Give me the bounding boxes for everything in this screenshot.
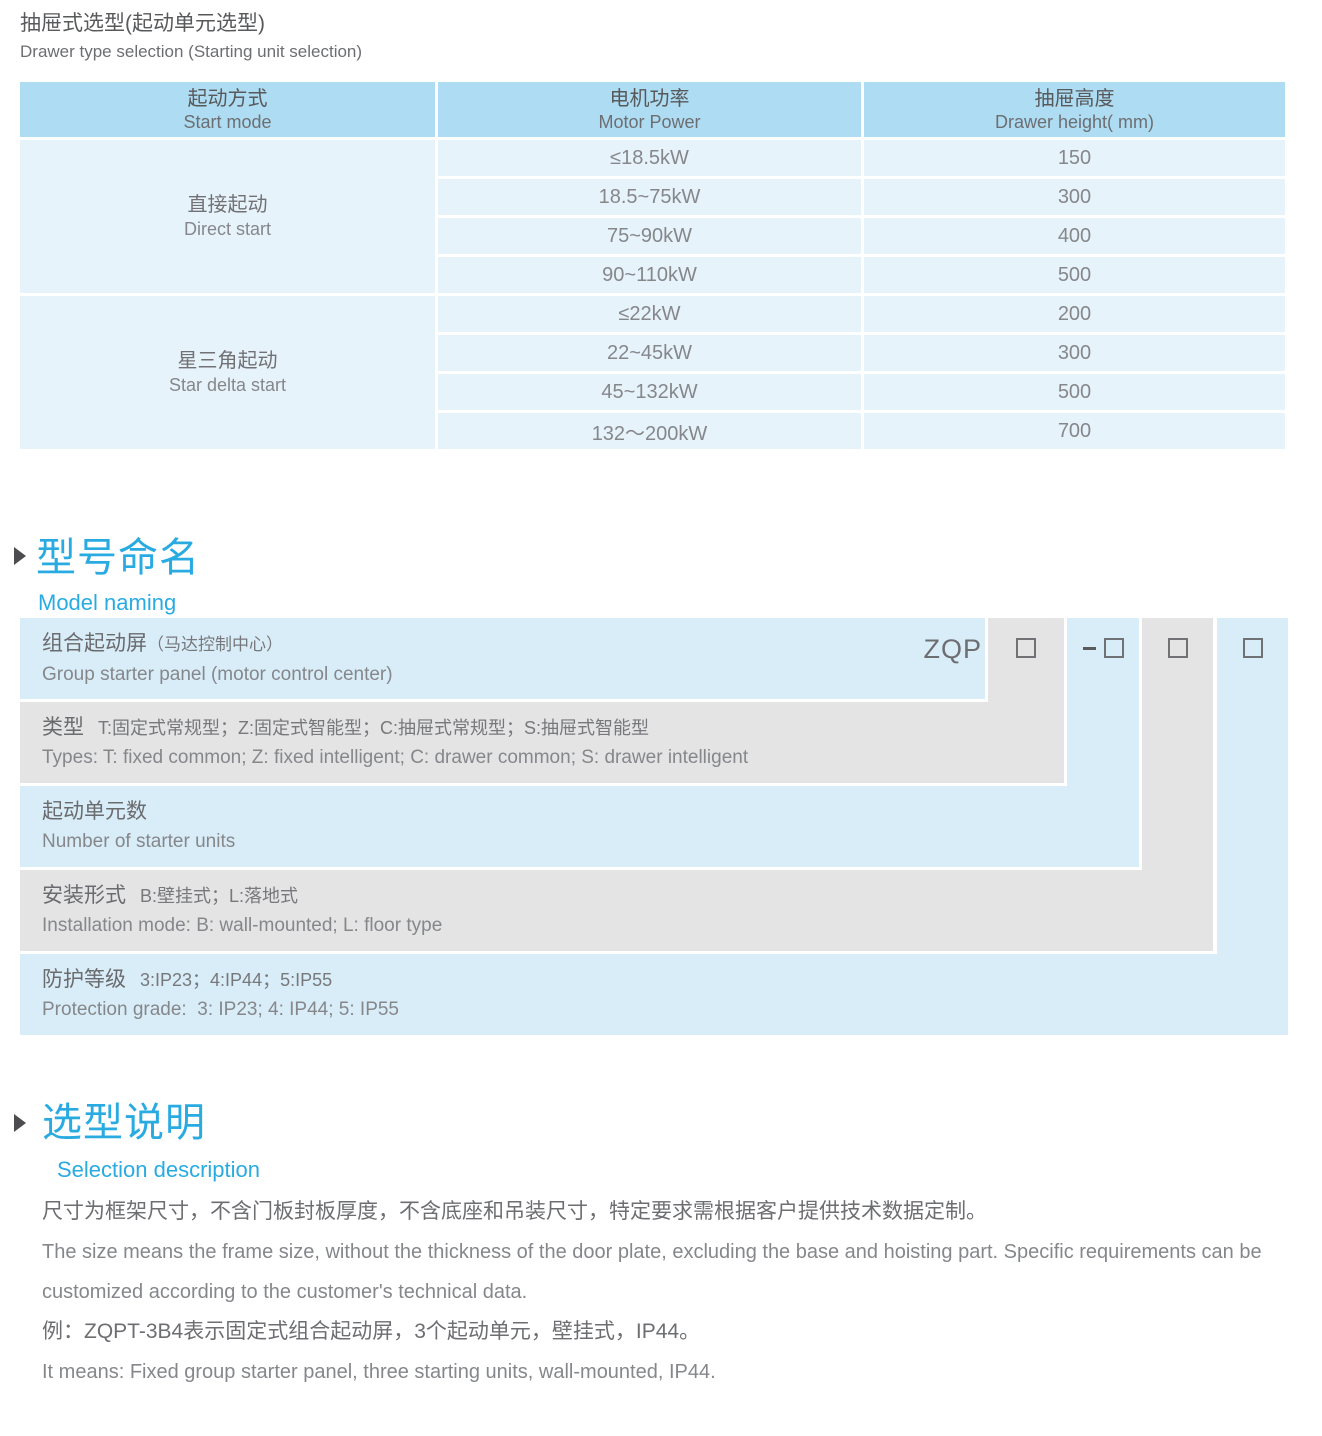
- model-naming-heading-zh: 型号命名: [36, 536, 200, 580]
- power-cell: ≤22kW: [438, 296, 861, 332]
- naming-row-en: Installation mode: B: wall-mounted; L: f…: [42, 915, 443, 936]
- model-code-prefix: ZQP: [923, 634, 982, 664]
- table-row: ≤18.5kW 150: [438, 140, 1285, 176]
- table-group-rows: ≤18.5kW 150 18.5~75kW 300 75~90kW 400 90~110kW…: [438, 140, 1285, 293]
- selection-description-heading: 选型说明 Selection description: [14, 1100, 260, 1184]
- power-cell: 132～200kW: [438, 413, 861, 449]
- power-cell: 45~132kW: [438, 374, 861, 410]
- naming-row: 防护等级 3:IP23；4:IP44；5:IP55 Protection grade…: [20, 954, 1288, 1035]
- naming-row-zh: 防护等级 3:IP23；4:IP44；5:IP55: [42, 967, 1288, 993]
- naming-code-column: [988, 618, 1064, 783]
- height-cell: 150: [864, 140, 1285, 176]
- naming-row-en: Protection grade: 3: IP23; 4: IP44; 5: I…: [42, 999, 400, 1020]
- table-group: 星三角起动 Star delta start ≤22kW 200 22~45kW 300 4…: [20, 296, 1285, 449]
- start-mode-cell: 星三角起动 Star delta start: [20, 296, 435, 449]
- code-placeholder-box-icon: [1242, 638, 1263, 658]
- power-cell: 75~90kW: [438, 218, 861, 254]
- header-label-zh: 抽屉高度: [1034, 87, 1115, 110]
- table-row: 75~90kW 400: [438, 218, 1285, 254]
- description-line: 例：ZQPT-3B4表示固定式组合起动屏，3个起动单元，壁挂式，IP44。: [42, 1320, 701, 1343]
- table-group: 直接起动 Direct start ≤18.5kW 150 18.5~75kW 300 75…: [20, 140, 1285, 293]
- naming-row-en: Types: T: fixed common; Z: fixed intelli…: [42, 747, 749, 768]
- naming-row: 安装形式 B:壁挂式；L:落地式 Installation mode: B: wal…: [20, 870, 1213, 951]
- selection-description-heading-en: Selection description: [57, 1157, 261, 1182]
- doc-title: 抽屉式选型(起动单元选型) Drawer type selection (Sta…: [20, 10, 362, 64]
- table-group-rows: ≤22kW 200 22~45kW 300 45~132kW 500 132～200kW 70…: [438, 296, 1285, 449]
- naming-row-zh: 安装形式 B:壁挂式；L:落地式: [42, 883, 1213, 909]
- description-line: It means: Fixed group starter panel, thr…: [42, 1361, 716, 1383]
- start-mode-en: Direct start: [183, 219, 271, 239]
- table-row: 22~45kW 300: [438, 335, 1285, 371]
- naming-code-column: [1067, 618, 1139, 867]
- height-cell: 500: [864, 374, 1285, 410]
- header-label-en: Start mode: [183, 111, 272, 132]
- naming-label-zh: 组合起动屏: [42, 631, 147, 655]
- naming-row-en: Number of starter units: [42, 831, 236, 852]
- table-header-cell: 起动方式 Start mode: [20, 82, 435, 137]
- height-cell: 700: [864, 413, 1285, 449]
- naming-row: 起动单元数 Number of starter units: [20, 786, 1139, 867]
- description-line: The size means the frame size, without t…: [42, 1241, 1262, 1303]
- selection-description-text: 尺寸为框架尺寸，不含门板封板厚度，不含底座和吊装尺寸，特定要求需根据客户提供技术…: [42, 1192, 1294, 1392]
- model-naming-heading-en: Model naming: [38, 590, 177, 615]
- code-placeholder-box-icon: [1103, 638, 1124, 658]
- start-mode-zh: 直接起动: [187, 194, 268, 216]
- section-arrow-icon: [14, 1114, 26, 1132]
- code-placeholder-box-icon: [1016, 638, 1036, 658]
- naming-label-zh-sub: （马达控制中心）: [147, 634, 283, 654]
- table-row: 45~132kW 500: [438, 374, 1285, 410]
- height-cell: 300: [864, 335, 1285, 371]
- naming-row-en: Group starter panel (motor control cente…: [42, 663, 393, 685]
- header-label-zh: 电机功率: [609, 87, 690, 110]
- selection-table-body: 直接起动 Direct start ≤18.5kW 150 18.5~75kW 300 75…: [20, 140, 1285, 449]
- model-naming-heading: 型号命名 Model naming: [14, 535, 200, 617]
- naming-label-zh: 防护等级: [42, 968, 126, 991]
- table-row: 90~110kW 500: [438, 257, 1285, 293]
- height-cell: 300: [864, 179, 1285, 215]
- naming-row: 类型 T:固定式常规型；Z:固定式智能型；C:抽屉式常规型；S:抽屉式智能型 Typ…: [20, 702, 1064, 783]
- naming-detail-zh: 3:IP23；4:IP44；5:IP55: [140, 970, 333, 990]
- power-cell: 18.5~75kW: [438, 179, 861, 215]
- height-cell: 200: [864, 296, 1285, 332]
- table-row: 132～200kW 700: [438, 413, 1285, 449]
- naming-row-zh: 起动单元数: [42, 799, 1139, 825]
- selection-table: 起动方式 Start mode 电机功率 Motor Power 抽屉高度 Drawer …: [20, 82, 1285, 449]
- naming-detail-zh: B:壁挂式；L:落地式: [140, 886, 299, 906]
- table-row: 18.5~75kW 300: [438, 179, 1285, 215]
- naming-label-zh: 起动单元数: [42, 800, 147, 823]
- start-mode-en: Star delta start: [168, 375, 287, 395]
- height-cell: 500: [864, 257, 1285, 293]
- naming-label-zh: 安装形式: [42, 884, 126, 907]
- selection-description-heading-zh: 选型说明: [42, 1101, 206, 1145]
- section-arrow-icon: [14, 547, 26, 565]
- header-label-en: Motor Power: [598, 111, 701, 132]
- header-label-en: Drawer height( mm): [994, 111, 1155, 132]
- naming-row-zh: 组合起动屏（马达控制中心）: [42, 631, 985, 658]
- table-header-cell: 电机功率 Motor Power: [438, 82, 861, 137]
- naming-row: 组合起动屏（马达控制中心） Group starter panel (motor …: [20, 618, 985, 699]
- model-naming-diagram: 防护等级 3:IP23；4:IP44；5:IP55 Protection grade…: [20, 618, 1288, 1035]
- description-line: 尺寸为框架尺寸，不含门板封板厚度，不含底座和吊装尺寸，特定要求需根据客户提供技术…: [42, 1200, 987, 1223]
- doc-title-zh: 抽屉式选型(起动单元选型): [20, 12, 265, 35]
- code-dash-icon: [1082, 647, 1096, 650]
- header-label-zh: 起动方式: [187, 87, 268, 110]
- code-placeholder-box-icon: [1167, 638, 1188, 658]
- start-mode-zh: 星三角起动: [177, 350, 278, 372]
- naming-code-column: [1142, 618, 1213, 951]
- power-cell: 22~45kW: [438, 335, 861, 371]
- table-header-cell: 抽屉高度 Drawer height( mm): [864, 82, 1285, 137]
- naming-detail-zh: T:固定式常规型；Z:固定式智能型；C:抽屉式常规型；S:抽屉式智能型: [98, 718, 650, 738]
- naming-row-zh: 类型 T:固定式常规型；Z:固定式智能型；C:抽屉式常规型；S:抽屉式智能型: [42, 715, 1064, 741]
- power-cell: 90~110kW: [438, 257, 861, 293]
- height-cell: 400: [864, 218, 1285, 254]
- table-row: ≤22kW 200: [438, 296, 1285, 332]
- power-cell: ≤18.5kW: [438, 140, 861, 176]
- naming-code-column: [1217, 618, 1288, 1035]
- doc-title-en: Drawer type selection (Starting unit sel…: [20, 42, 363, 61]
- start-mode-cell: 直接起动 Direct start: [20, 140, 435, 293]
- selection-table-header: 起动方式 Start mode 电机功率 Motor Power 抽屉高度 Drawer …: [20, 82, 1285, 137]
- naming-label-zh: 类型: [42, 716, 84, 739]
